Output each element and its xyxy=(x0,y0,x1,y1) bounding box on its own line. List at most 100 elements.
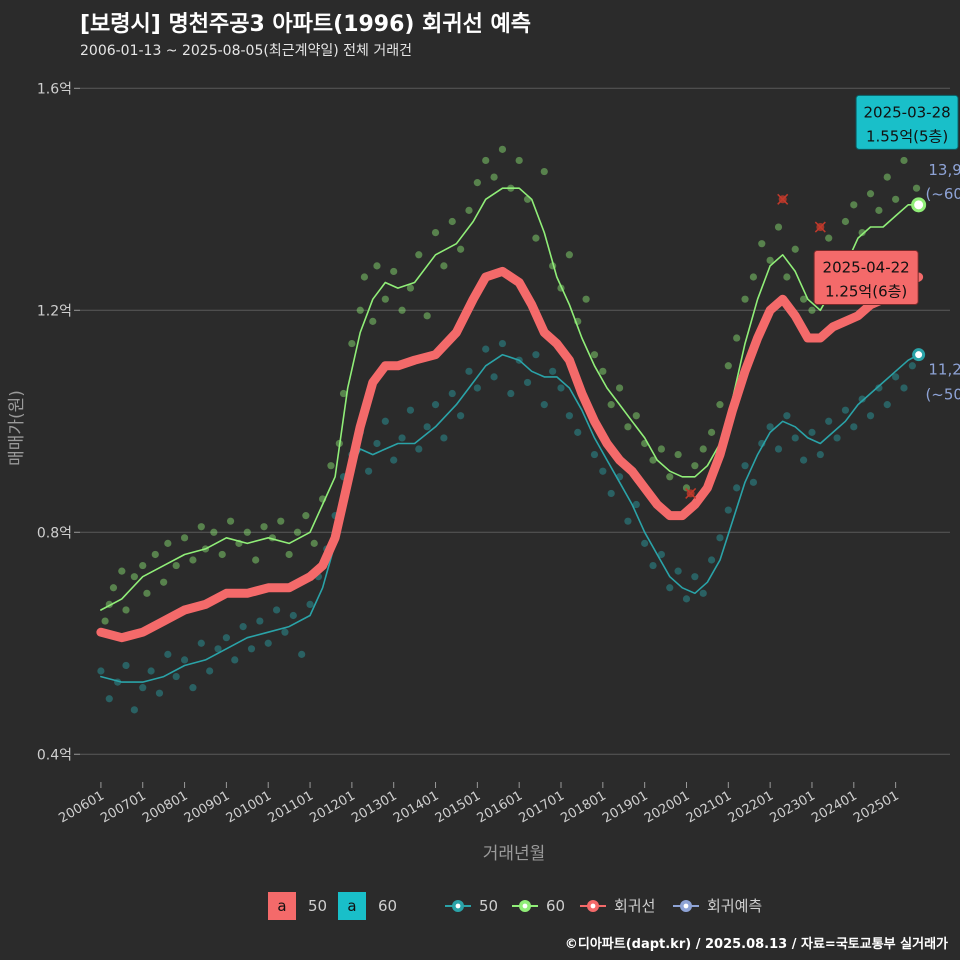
scatter-point-50 xyxy=(716,534,724,542)
scatter-point-50 xyxy=(866,412,875,420)
end-point-50 xyxy=(912,348,926,362)
scatter-point-50 xyxy=(724,506,732,514)
scatter-point-50 xyxy=(766,423,774,431)
scatter-point-60 xyxy=(431,228,440,237)
x-tick-label: 201201 xyxy=(307,788,357,826)
y-tick-label: 1.2억 xyxy=(37,303,72,319)
scatter-point-60 xyxy=(197,523,205,531)
scatter-point-60 xyxy=(130,573,138,581)
scatter-point-50 xyxy=(105,695,113,703)
x-tick-label: 202001 xyxy=(642,788,692,826)
scatter-point-50 xyxy=(431,401,440,409)
scatter-point-60 xyxy=(390,267,398,276)
scatter-point-50 xyxy=(883,401,891,409)
scatter-point-50 xyxy=(289,611,297,620)
scatter-point-50 xyxy=(523,378,532,387)
scatter-point-50 xyxy=(390,456,398,464)
scatter-point-50 xyxy=(858,395,866,403)
scatter-point-60 xyxy=(109,584,118,592)
x-tick-label: 201901 xyxy=(600,788,650,826)
legend-fill-key-50 xyxy=(268,892,296,920)
scatter-point-60 xyxy=(749,273,758,281)
scatter-point-50 xyxy=(423,423,431,431)
scatter-point-50 xyxy=(540,401,548,409)
scatter-point-50 xyxy=(841,406,850,414)
scatter-point-50 xyxy=(440,434,448,442)
scatter-point-50 xyxy=(674,567,682,575)
scatter-point-60 xyxy=(226,517,235,525)
scatter-point-60 xyxy=(310,539,318,547)
scatter-point-60 xyxy=(277,517,285,525)
scatter-point-50 xyxy=(532,351,540,359)
x-tick-label: 200601 xyxy=(56,788,106,826)
scatter-point-50 xyxy=(130,706,138,714)
scatter-point-60 xyxy=(632,412,640,420)
y-tick-label: 1.6억 xyxy=(37,81,72,97)
end-label-60-area: (~60㎡) xyxy=(925,185,960,203)
scatter-point-60 xyxy=(615,384,624,392)
scatter-point-60 xyxy=(348,339,356,348)
scatter-point-60 xyxy=(515,156,523,165)
scatter-point-60 xyxy=(599,367,607,375)
scatter-point-50 xyxy=(139,684,147,692)
legend-line-dot-center xyxy=(683,903,689,909)
scatter-point-60 xyxy=(381,295,389,303)
callout-regression-value: 1.25억(6층) xyxy=(825,283,907,301)
scatter-point-50 xyxy=(164,650,172,658)
scatter-point-60 xyxy=(252,556,260,564)
chart-title: [보령시] 명천주공3 아파트(1996) 회귀선 예측 xyxy=(80,12,531,37)
legend: a 50 a 60 50 60 회귀선 회귀예측 xyxy=(268,892,762,920)
scatter-point-50 xyxy=(875,384,883,392)
x-tick-label: 202101 xyxy=(684,788,734,826)
scatter-point-50 xyxy=(147,667,155,675)
y-axis-label: 매매가(원) xyxy=(7,390,27,466)
scatter-point-50 xyxy=(900,384,908,392)
scatter-point-60 xyxy=(210,528,218,536)
marks xyxy=(685,193,927,499)
legend-line-dot-center xyxy=(455,903,461,909)
x-tick-label: 202201 xyxy=(726,788,776,826)
scatter-point-50 xyxy=(155,689,164,697)
scatter-point-60 xyxy=(172,561,180,570)
end-label-60-count: 13,950 xyxy=(928,161,960,179)
scatter-point-60 xyxy=(457,245,465,253)
scatter-point-60 xyxy=(339,389,348,398)
x-axis-ticks: 2006012007012008012009012010012011012012… xyxy=(56,782,902,826)
scatter-point-60 xyxy=(766,256,774,264)
scatter-point-60 xyxy=(565,251,573,259)
scatter-point-60 xyxy=(883,173,891,181)
scatter-point-60 xyxy=(733,334,741,342)
scatter-point-60 xyxy=(699,445,707,453)
legend-line-label: 회귀예측 xyxy=(707,897,762,915)
scatter-point-50 xyxy=(398,434,406,442)
scatter-point-50 xyxy=(699,589,707,597)
legend-line-label: 60 xyxy=(546,897,565,915)
scatter-point-60 xyxy=(189,556,197,564)
scatter-point-50 xyxy=(373,439,381,448)
scatter-point-60 xyxy=(356,306,364,314)
scatter-point-50 xyxy=(808,428,816,436)
scatter-point-60 xyxy=(285,550,293,559)
scatter-point-60 xyxy=(151,550,159,559)
scatter-point-60 xyxy=(808,306,816,314)
scatter-point-50 xyxy=(214,645,222,653)
callout-latest-box xyxy=(855,94,959,150)
cancelled-x-mark xyxy=(814,221,826,233)
scatter-point-60 xyxy=(607,401,615,409)
scatter-point-60 xyxy=(875,206,883,214)
scatter-point-50 xyxy=(791,434,799,442)
x-tick-label: 201301 xyxy=(349,788,399,826)
callouts: 13,950 (~60㎡) 11,200 (~50㎡) 2025-03-28 1.55억(… xyxy=(813,94,960,404)
x-tick-label: 201001 xyxy=(224,788,274,826)
scatter-point-50 xyxy=(590,450,599,459)
legend-line-dot-center xyxy=(522,903,528,909)
scatter-point-60 xyxy=(582,295,590,303)
scatter-point-60 xyxy=(440,262,448,270)
scatter-point-50 xyxy=(256,617,264,625)
scatter-point-50 xyxy=(473,384,481,392)
legend-line-dot-center xyxy=(590,903,596,909)
callout-latest-value: 1.55억(5층) xyxy=(866,127,948,145)
scatter-points xyxy=(97,112,921,714)
scatter-point-60 xyxy=(473,179,481,187)
